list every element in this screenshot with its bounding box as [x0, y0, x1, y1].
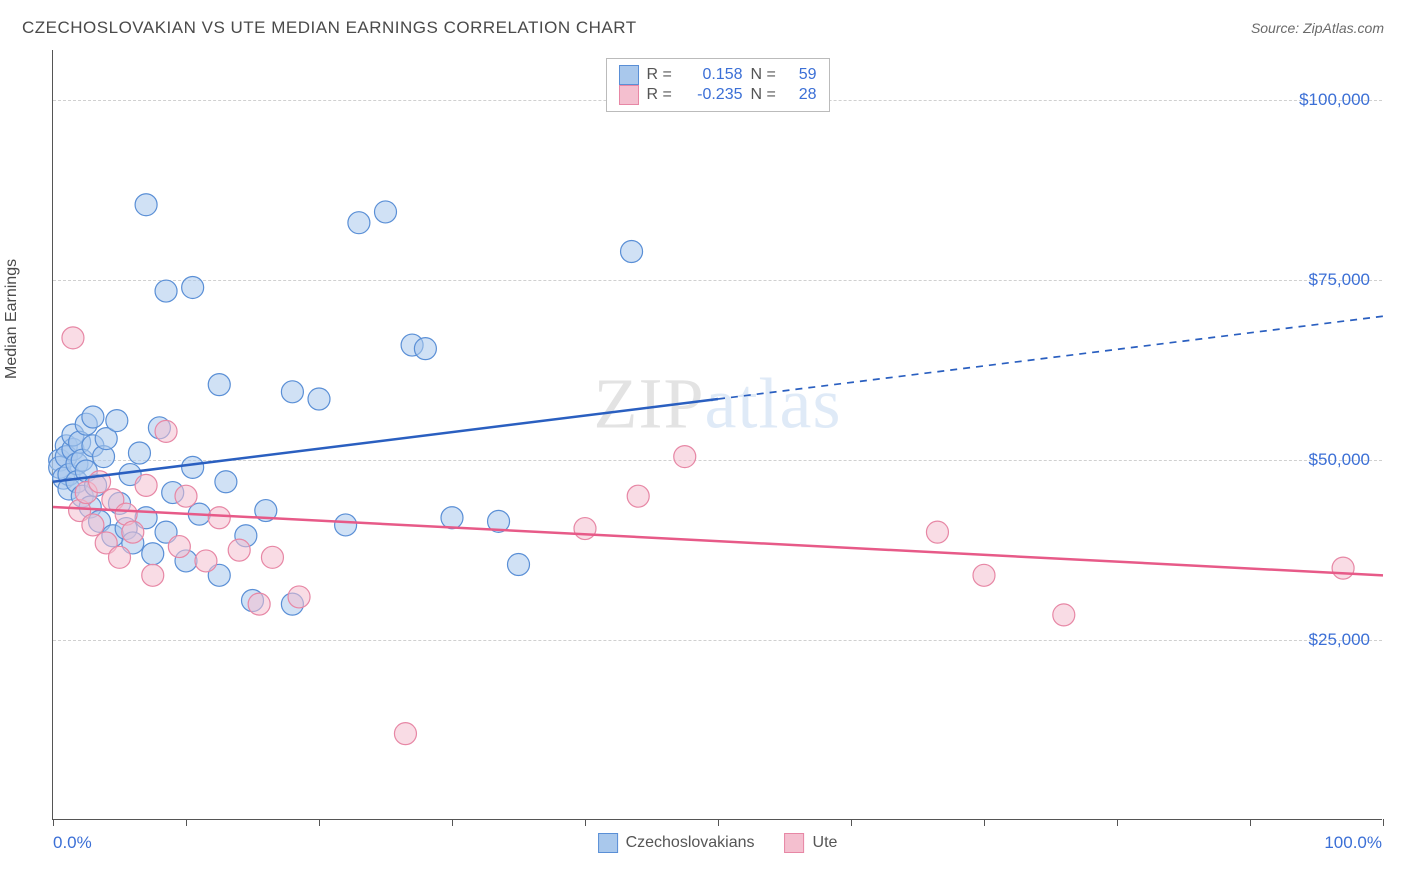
x-tick: [1117, 819, 1118, 826]
legend-stats-n-label-0: N =: [751, 66, 779, 84]
scatter-point: [228, 539, 250, 561]
scatter-point: [135, 474, 157, 496]
x-axis-max-label: 100.0%: [1324, 833, 1382, 853]
trend-line-solid: [53, 399, 718, 482]
scatter-point: [128, 442, 150, 464]
scatter-point: [168, 536, 190, 558]
legend-stats-n-value-1: 28: [787, 86, 817, 104]
scatter-point: [208, 507, 230, 529]
scatter-point: [414, 338, 436, 360]
x-tick: [851, 819, 852, 826]
legend-stats-swatch-1: [619, 85, 639, 105]
scatter-point: [122, 521, 144, 543]
x-tick: [718, 819, 719, 826]
scatter-point: [394, 723, 416, 745]
scatter-point: [261, 546, 283, 568]
legend-series-swatch-0: [598, 833, 618, 853]
x-tick: [319, 819, 320, 826]
scatter-point: [627, 485, 649, 507]
x-tick: [452, 819, 453, 826]
legend-stats-r-label-1: R =: [647, 86, 675, 104]
scatter-point: [248, 593, 270, 615]
legend-stats-r-value-1: -0.235: [683, 86, 743, 104]
scatter-point: [1332, 557, 1354, 579]
scatter-point: [106, 410, 128, 432]
scatter-point: [135, 194, 157, 216]
scatter-point: [441, 507, 463, 529]
scatter-point: [574, 518, 596, 540]
scatter-point: [281, 381, 303, 403]
scatter-point: [926, 521, 948, 543]
scatter-point: [973, 564, 995, 586]
trend-line-dashed: [718, 316, 1383, 399]
legend-stats-r-label-0: R =: [647, 66, 675, 84]
scatter-point: [348, 212, 370, 234]
legend-stats-row-1: R = -0.235 N = 28: [619, 85, 817, 105]
y-axis-title: Median Earnings: [3, 259, 21, 379]
legend-series-item-1: Ute: [785, 833, 838, 853]
plot-area: ZIPatlas $25,000$50,000$75,000$100,000 0…: [52, 50, 1382, 820]
legend-series: Czechoslovakians Ute: [598, 833, 838, 853]
scatter-point: [195, 550, 217, 572]
source-label: Source: ZipAtlas.com: [1251, 20, 1384, 36]
legend-series-label-1: Ute: [813, 834, 838, 852]
chart-title: CZECHOSLOVAKIAN VS UTE MEDIAN EARNINGS C…: [22, 18, 637, 38]
x-axis-min-label: 0.0%: [53, 833, 92, 853]
x-tick: [984, 819, 985, 826]
legend-stats-row-0: R = 0.158 N = 59: [619, 65, 817, 85]
x-tick: [1250, 819, 1251, 826]
scatter-point: [215, 471, 237, 493]
legend-stats-n-label-1: N =: [751, 86, 779, 104]
legend-stats: R = 0.158 N = 59 R = -0.235 N = 28: [606, 58, 830, 112]
scatter-point: [182, 456, 204, 478]
legend-stats-n-value-0: 59: [787, 66, 817, 84]
legend-series-swatch-1: [785, 833, 805, 853]
scatter-point: [208, 374, 230, 396]
scatter-point: [62, 327, 84, 349]
scatter-point: [155, 280, 177, 302]
scatter-point: [82, 514, 104, 536]
scatter-point: [308, 388, 330, 410]
legend-series-label-0: Czechoslovakians: [626, 834, 755, 852]
scatter-point: [142, 564, 164, 586]
scatter-point: [182, 276, 204, 298]
scatter-point: [621, 240, 643, 262]
scatter-point: [508, 554, 530, 576]
legend-stats-swatch-0: [619, 65, 639, 85]
scatter-point: [175, 485, 197, 507]
x-tick: [53, 819, 54, 826]
legend-series-item-0: Czechoslovakians: [598, 833, 755, 853]
scatter-point: [155, 420, 177, 442]
x-tick: [1383, 819, 1384, 826]
scatter-point: [335, 514, 357, 536]
x-tick: [585, 819, 586, 826]
scatter-point: [82, 406, 104, 428]
legend-stats-r-value-0: 0.158: [683, 66, 743, 84]
x-tick: [186, 819, 187, 826]
scatter-point: [1053, 604, 1075, 626]
scatter-point: [375, 201, 397, 223]
scatter-point: [109, 546, 131, 568]
scatter-point: [142, 543, 164, 565]
scatter-point: [674, 446, 696, 468]
scatter-point: [288, 586, 310, 608]
scatter-svg: [53, 50, 1382, 819]
